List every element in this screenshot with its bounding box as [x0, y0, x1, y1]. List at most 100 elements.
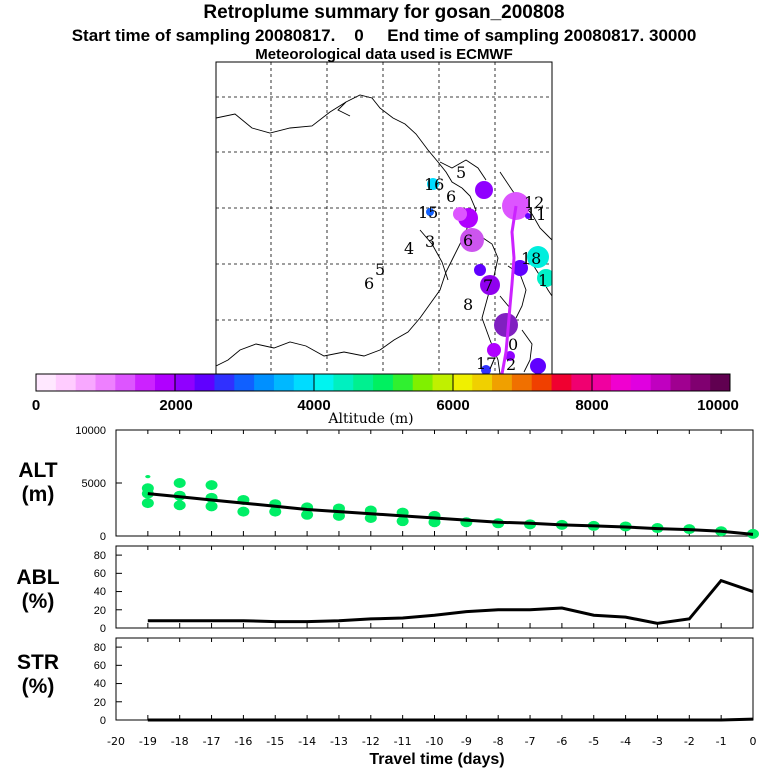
colorbar-swatch	[313, 374, 334, 391]
alt-particle-point	[396, 516, 409, 527]
day-label: 16	[424, 175, 444, 194]
map-marker	[480, 275, 500, 295]
x-tick-label: 0	[750, 735, 757, 748]
alt-particle-point	[364, 512, 377, 523]
x-tick-label: -8	[493, 735, 504, 748]
alt-particle-point	[269, 506, 282, 517]
abl-ytick: 20	[94, 605, 106, 617]
alt-label: ALT	[18, 459, 57, 482]
colorbar-swatch	[690, 374, 711, 391]
str-panel-frame	[115, 637, 754, 721]
colorbar-tick: 4000	[297, 397, 330, 414]
abl-series-line	[147, 578, 754, 625]
x-tick-label: -14	[298, 735, 316, 748]
abl-ytick: 60	[94, 568, 106, 580]
x-tick-label: -9	[461, 735, 472, 748]
x-tick-label: -17	[203, 735, 221, 748]
colorbar-swatch	[670, 374, 691, 391]
colorbar-swatch	[412, 374, 434, 391]
day-label: 12	[524, 193, 544, 212]
abl-ytick: 80	[94, 550, 106, 562]
day-label: 3	[425, 232, 435, 251]
alt-ytick: 10000	[75, 425, 106, 437]
day-label: 11	[526, 205, 546, 224]
alt-ytick: 5000	[82, 478, 106, 490]
alt-particle-point	[141, 498, 154, 509]
colorbar-swatch	[174, 374, 196, 391]
colorbar-swatch	[591, 374, 612, 391]
map-marker	[505, 351, 515, 361]
map-marker	[512, 260, 528, 276]
alt-ytick: 0	[100, 531, 106, 543]
colorbar-swatch	[611, 374, 632, 391]
x-tick-label: -4	[620, 735, 631, 748]
colorbar-label: Altitude (m)	[327, 411, 413, 427]
str-ytick: 40	[94, 678, 106, 690]
day-label: 4	[404, 239, 414, 258]
x-tick-label: -7	[525, 735, 536, 748]
colorbar-swatch	[571, 374, 592, 391]
map-marker	[537, 269, 552, 287]
map-marker	[427, 178, 439, 190]
map-marker	[475, 181, 493, 199]
colorbar-swatch	[273, 374, 295, 391]
abl-ytick: 0	[100, 623, 106, 635]
day-label: 17	[476, 354, 496, 373]
map-marker	[453, 207, 467, 221]
x-tick-label: -6	[556, 735, 567, 748]
colorbar-swatch	[95, 374, 116, 391]
str-ytick: 0	[100, 715, 106, 727]
alt-unit: (m)	[22, 483, 55, 506]
sampling-time-line: Start time of sampling 20080817. 0 End t…	[71, 26, 697, 45]
day-label: 6	[364, 274, 374, 293]
str-label: STR	[17, 651, 59, 674]
x-tick-label: -5	[588, 735, 599, 748]
colorbar-swatch	[630, 374, 652, 391]
time-series-plots	[115, 429, 759, 722]
map-marker	[487, 343, 501, 357]
map-marker	[525, 213, 531, 219]
str-series-line	[147, 717, 754, 722]
altitude-colorbar	[35, 373, 731, 392]
alt-series-line	[147, 492, 754, 536]
x-tick-label: -1	[716, 735, 727, 748]
str-ytick: 20	[94, 697, 106, 709]
x-tick-label: -13	[330, 735, 348, 748]
alt-particle-point	[428, 517, 441, 528]
colorbar-swatch	[194, 374, 215, 391]
day-label: 15	[418, 203, 438, 222]
x-tick-label: -10	[426, 735, 444, 748]
map-marker	[494, 313, 518, 337]
map-marker	[426, 208, 434, 216]
day-label: 0	[508, 335, 518, 354]
colorbar-swatch	[492, 374, 513, 391]
colorbar-frame	[35, 373, 731, 392]
x-tick-label: -16	[234, 735, 252, 748]
chart-title: Retroplume summary for gosan_200808	[203, 2, 565, 23]
day-label: 5	[375, 260, 385, 279]
day-label: 6	[463, 231, 473, 250]
trajectory-path	[500, 205, 518, 374]
alt-particle-point	[205, 480, 218, 491]
colorbar-swatch	[551, 374, 572, 391]
x-tick-label: -12	[362, 735, 380, 748]
x-tick-label: -2	[684, 735, 695, 748]
x-axis-title: Travel time (days)	[369, 751, 504, 768]
met-data-line: Meteorological data used is ECMWF	[255, 46, 513, 63]
colorbar-tick: 6000	[436, 397, 469, 414]
colorbar-swatch	[353, 374, 374, 391]
colorbar-swatch	[392, 374, 414, 391]
colorbar-swatch	[373, 374, 394, 391]
abl-ytick: 40	[94, 586, 106, 598]
map-borders	[216, 94, 552, 374]
colorbar-swatch	[254, 374, 275, 391]
colorbar-swatch	[36, 374, 57, 391]
abl-unit: (%)	[22, 590, 55, 613]
colorbar-tick: 0	[32, 397, 40, 414]
colorbar-swatch	[75, 374, 96, 391]
colorbar-swatch	[293, 374, 315, 391]
colorbar-swatch	[432, 374, 453, 391]
alt-particle-point	[301, 509, 314, 520]
colorbar-swatch	[55, 374, 77, 391]
